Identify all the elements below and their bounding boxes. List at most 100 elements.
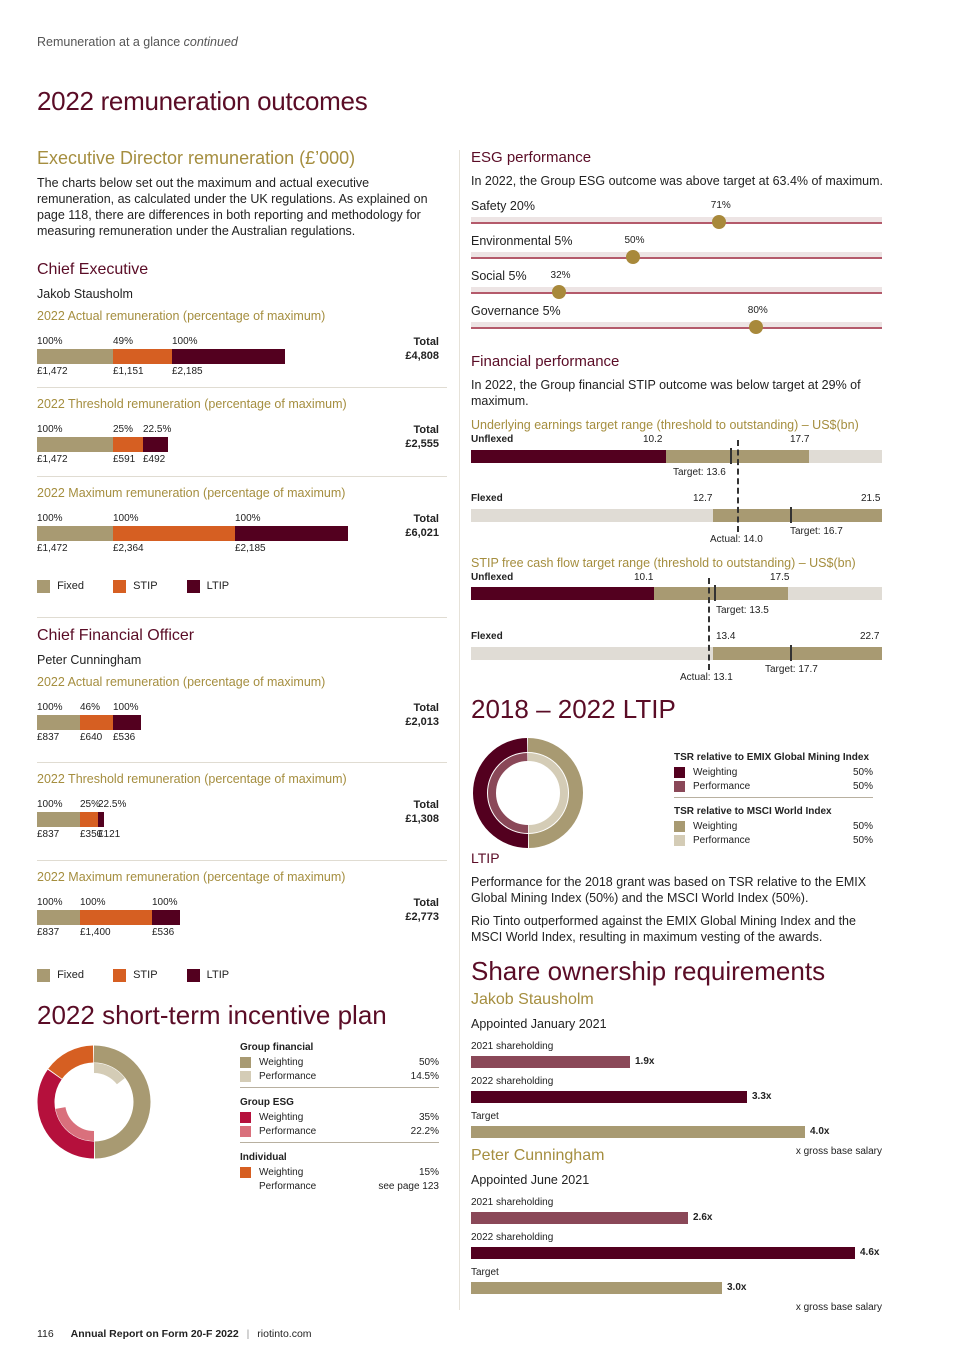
legend-row-value: 50% xyxy=(852,780,873,792)
footer-site: riotinto.com xyxy=(257,1328,312,1340)
ce-chart-segment-fixed xyxy=(37,526,113,541)
legend-stip-label: STIP xyxy=(133,580,158,593)
cfo-chart-total: Total £1,308 xyxy=(380,798,439,826)
legend-swatch xyxy=(240,1125,251,1137)
share-bar-value: 3.3x xyxy=(752,1091,772,1102)
esg-row-label: Safety 20% xyxy=(471,199,535,213)
footer-separator: | xyxy=(246,1328,250,1340)
total-value: £2,013 xyxy=(405,716,439,728)
cfo-chart-segment-stip xyxy=(80,910,152,925)
ce-chart-segment-ltip xyxy=(172,349,285,364)
total-label: Total xyxy=(413,799,439,811)
share-title: Share ownership requirements xyxy=(471,956,826,986)
share-person-name: Peter Cunningham xyxy=(471,1147,605,1164)
ce-chart-total: Total £6,021 xyxy=(380,512,439,540)
legend-group-title: Group ESG xyxy=(240,1097,294,1108)
share-bar-label: 2022 shareholding xyxy=(471,1232,554,1243)
share-bar-label: Target xyxy=(471,1267,499,1278)
fcf-flexed-threshold: 13.4 xyxy=(716,631,736,642)
legend-swatch xyxy=(674,834,685,846)
legend-swatch xyxy=(674,820,685,832)
fcf-unflexed-threshold: 10.1 xyxy=(634,572,654,583)
cfo-chart-value: £837 xyxy=(37,927,60,938)
exec-title: Executive Director remuneration (£’000) xyxy=(37,148,356,168)
cfo-name: Peter Cunningham xyxy=(37,653,142,667)
ce-chart-total: Total £4,808 xyxy=(380,335,439,363)
financial-title: Financial performance xyxy=(471,353,620,370)
stip-donut-outer-segment xyxy=(48,1045,94,1080)
share-bar xyxy=(471,1212,688,1224)
cfo-title: Chief Financial Officer xyxy=(37,627,195,644)
cfo-chart-segment-stip xyxy=(80,812,98,827)
legend-group: Individual Weighting 15% Performance see pag… xyxy=(240,1152,439,1193)
ce-chart-value: £2,185 xyxy=(172,366,203,377)
footer-report: Annual Report on Form 20-F 2022 xyxy=(70,1328,239,1340)
legend-row: Performance 14.5% xyxy=(240,1069,439,1083)
cfo-chart-pct: 100% xyxy=(113,702,139,713)
ce-chart-pct: 25% xyxy=(113,424,134,435)
esg-row-label: Social 5% xyxy=(471,269,527,283)
legend-swatch xyxy=(240,1056,251,1068)
cfo-chart-pct: 46% xyxy=(80,702,101,713)
earnings-flexed-range-bar xyxy=(713,509,882,522)
cfo-chart-pct: 25% xyxy=(80,799,101,810)
ltip-donut-outer-segment xyxy=(473,738,529,848)
ltip-donut-inner-segment xyxy=(527,753,568,833)
esg-track-line xyxy=(471,222,882,224)
ce-chart-segment-stip xyxy=(113,349,172,364)
cfo-chart-pct: 100% xyxy=(37,799,63,810)
total-label: Total xyxy=(413,336,439,348)
esg-intro: In 2022, the Group ESG outcome was above… xyxy=(471,174,884,188)
ce-chart-pct: 100% xyxy=(172,336,198,347)
share-bar xyxy=(471,1126,805,1138)
legend-row: Performance 50% xyxy=(674,779,873,793)
ltip-donut-inner-segment xyxy=(488,753,529,833)
ce-chart-segment-fixed xyxy=(37,349,113,364)
legend-group: TSR relative to EMIX Global Mining Index… xyxy=(674,752,873,798)
ce-chart-total: Total £2,555 xyxy=(380,423,439,451)
exec-intro: The charts below set out the maximum and… xyxy=(37,176,428,238)
fcf-flexed-range-bar xyxy=(713,647,882,660)
esg-track-line xyxy=(471,327,882,329)
chart-rule xyxy=(37,762,447,763)
legend-group-title: Individual xyxy=(240,1152,287,1163)
legend-group-title: TSR relative to MSCI World Index xyxy=(674,806,832,817)
legend-row-label: Performance xyxy=(259,1180,317,1192)
stip-donut-inner-segment xyxy=(93,1063,125,1085)
legend-swatch xyxy=(674,766,685,778)
legend-row: Weighting 35% xyxy=(240,1110,439,1124)
legend-row-label: Performance xyxy=(693,834,751,846)
esg-row-label: Governance 5% xyxy=(471,304,561,318)
ltip-text-1: Performance for the 2018 grant was based… xyxy=(471,875,867,905)
stip-title: 2022 short-term incentive plan xyxy=(37,1000,387,1030)
legend-row: Weighting 50% xyxy=(240,1055,439,1069)
cfo-legend: Fixed STIP LTIP xyxy=(37,969,229,982)
earnings-flexed-outstanding: 21.5 xyxy=(861,493,881,504)
share-bar-value: 4.0x xyxy=(810,1126,830,1137)
legend-group-title: Group financial xyxy=(240,1042,314,1053)
column-divider xyxy=(459,150,460,1310)
legend-stip-swatch xyxy=(113,969,127,982)
legend-row-value: 50% xyxy=(852,820,873,832)
legend-row-label: Performance xyxy=(259,1070,317,1082)
esg-value-label: 80% xyxy=(747,305,768,316)
fcf-unflexed-outstanding: 17.5 xyxy=(770,572,790,583)
legend-row-label: Weighting xyxy=(259,1056,304,1068)
total-value: £4,808 xyxy=(405,350,439,362)
section-rule xyxy=(37,617,447,618)
esg-row-label: Environmental 5% xyxy=(471,234,573,248)
esg-marker xyxy=(748,320,763,334)
legend-ltip-swatch xyxy=(186,969,200,982)
earnings-unflexed-actual-bar xyxy=(471,450,666,463)
share-note: x gross base salary xyxy=(795,1146,882,1157)
cfo-chart-pct: 100% xyxy=(37,897,63,908)
share-bar-value: 2.6x xyxy=(693,1212,713,1223)
earnings-actual: Actual: 14.0 xyxy=(710,534,763,545)
earnings-unflexed-target: Target: 13.6 xyxy=(673,467,726,478)
total-label: Total xyxy=(413,897,439,909)
earnings-flexed-target-mark xyxy=(790,507,792,523)
ce-chart-pct: 100% xyxy=(235,513,261,524)
esg-track xyxy=(471,322,882,329)
legend-row-value: 35% xyxy=(418,1111,439,1123)
chart-rule xyxy=(37,860,447,861)
